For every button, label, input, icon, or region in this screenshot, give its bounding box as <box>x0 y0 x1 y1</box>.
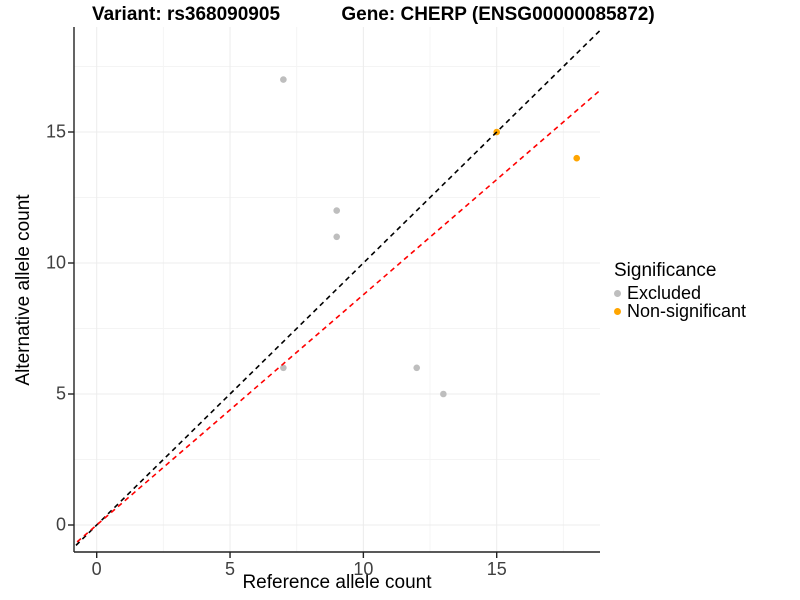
legend-key-dot-icon <box>614 289 621 297</box>
gridlines <box>74 27 600 552</box>
x-tick-label: 5 <box>225 559 236 579</box>
x-tick-label: 10 <box>353 559 374 579</box>
y-tick-label: 0 <box>55 514 66 535</box>
legend: Significance Excluded Non-significant <box>614 260 747 321</box>
y-tick-label: 15 <box>45 121 66 142</box>
data-point-excluded <box>280 364 287 372</box>
legend-key-dot-icon <box>614 307 621 315</box>
y-axis-label: Alternative allele count <box>13 194 34 386</box>
data-point-excluded <box>333 207 341 214</box>
allelic-ratio-line <box>74 89 600 546</box>
y-tick-label: 10 <box>45 252 66 273</box>
legend-title: Significance <box>614 260 717 281</box>
legend-item-label: Excluded <box>627 282 702 303</box>
x-tick-label: 0 <box>91 559 102 579</box>
reference-lines <box>74 29 600 549</box>
data-point-excluded <box>413 364 421 372</box>
x-axis-label: Reference allele count <box>242 572 432 593</box>
legend-item-label: Non-significant <box>627 300 747 321</box>
data-point-excluded <box>440 390 447 398</box>
legend-item: Non-significant <box>614 300 747 321</box>
legend-item: Excluded <box>614 282 746 303</box>
data-point-excluded <box>280 76 287 83</box>
identity-line <box>74 29 600 549</box>
plot-title-variant: Variant: rs368090905 <box>91 4 281 25</box>
data-point-non-significant <box>573 154 581 162</box>
x-tick-label: 15 <box>486 559 507 579</box>
y-tick-label: 5 <box>55 383 66 404</box>
plot-title-gene: Gene: CHERP (ENSG00000085872) <box>341 4 655 25</box>
legend-items: Excluded Non-significant <box>614 282 747 321</box>
data-point-excluded <box>333 233 341 241</box>
axes <box>68 27 600 558</box>
